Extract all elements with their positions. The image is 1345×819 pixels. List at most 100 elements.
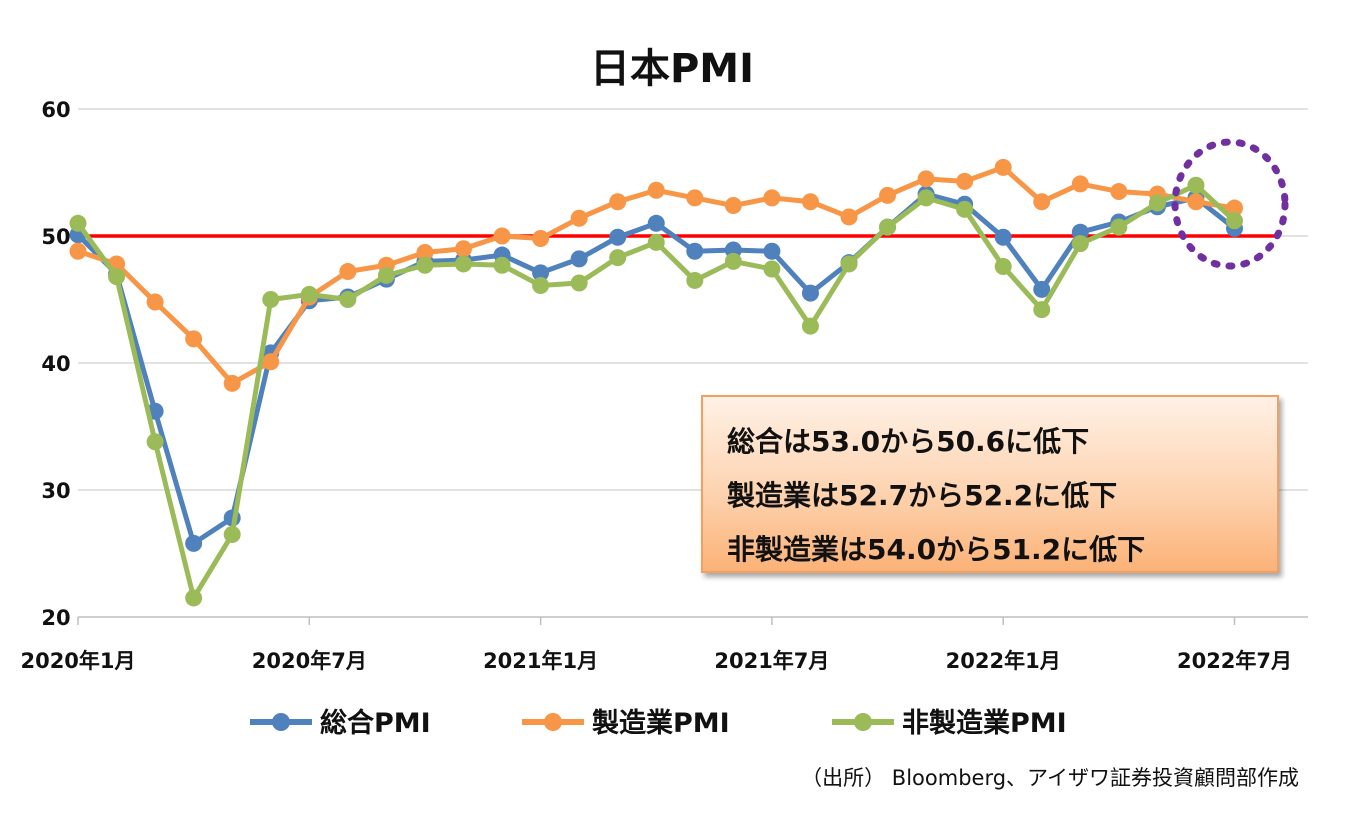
x-tick-label: 2021年1月 bbox=[483, 649, 598, 673]
highlight-circle bbox=[1171, 138, 1289, 270]
data-point bbox=[223, 374, 241, 392]
data-point bbox=[609, 193, 627, 211]
data-point bbox=[416, 244, 434, 262]
data-point bbox=[1187, 176, 1205, 194]
data-point bbox=[1148, 194, 1166, 212]
data-point bbox=[69, 214, 87, 232]
data-point bbox=[532, 264, 550, 282]
data-point bbox=[917, 189, 935, 207]
data-point bbox=[801, 193, 819, 211]
data-point bbox=[686, 242, 704, 260]
data-point bbox=[647, 181, 665, 199]
legend-swatch-marker bbox=[854, 713, 872, 731]
legend-item-manufacturing: 製造業PMI bbox=[522, 708, 730, 739]
data-point bbox=[647, 214, 665, 232]
data-point bbox=[1033, 301, 1051, 319]
data-point bbox=[185, 589, 203, 607]
data-point bbox=[146, 433, 164, 451]
data-point bbox=[801, 284, 819, 302]
data-point bbox=[840, 208, 858, 226]
data-point bbox=[570, 209, 588, 227]
y-tick-label-20: 20 bbox=[41, 606, 70, 630]
data-point bbox=[724, 197, 742, 215]
x-axis: 2020年1月 2020年7月 2021年1月 2021年7月 2022年1月 2022年… bbox=[20, 616, 1308, 673]
data-point bbox=[994, 228, 1012, 246]
data-point bbox=[532, 230, 550, 248]
data-point bbox=[917, 170, 935, 188]
data-point bbox=[686, 189, 704, 207]
data-point bbox=[377, 266, 395, 284]
data-point bbox=[1071, 235, 1089, 253]
legend-item-composite: 総合PMI bbox=[250, 707, 431, 739]
data-point bbox=[185, 534, 203, 552]
legend-label: 総合PMI bbox=[320, 707, 431, 739]
data-point bbox=[801, 317, 819, 335]
data-point bbox=[262, 291, 280, 308]
annotation-line-services: 非製造業は54.0から51.2に低下 bbox=[727, 533, 1146, 566]
data-point bbox=[647, 233, 665, 251]
data-point bbox=[339, 263, 357, 281]
data-point bbox=[570, 250, 588, 268]
annotation-line-manufacturing: 製造業は52.7から52.2に低下 bbox=[727, 479, 1118, 512]
data-point bbox=[570, 274, 588, 292]
data-point bbox=[956, 172, 974, 190]
data-point bbox=[1033, 193, 1051, 211]
data-point bbox=[146, 293, 164, 311]
data-point bbox=[994, 257, 1012, 275]
data-point bbox=[763, 242, 781, 260]
x-tick-label: 2020年1月 bbox=[20, 649, 135, 673]
y-tick-label-40: 40 bbox=[41, 352, 70, 376]
y-tick-label-30: 30 bbox=[41, 479, 70, 503]
x-tick-label: 2021年7月 bbox=[714, 649, 829, 673]
data-point bbox=[262, 353, 280, 371]
data-point bbox=[879, 186, 897, 204]
data-point bbox=[1110, 218, 1128, 236]
data-point bbox=[185, 330, 203, 348]
data-point bbox=[609, 228, 627, 246]
series-services bbox=[69, 176, 1243, 607]
data-point bbox=[223, 525, 241, 543]
legend-swatch-marker bbox=[272, 713, 290, 731]
data-point bbox=[108, 268, 126, 286]
data-point bbox=[1226, 212, 1243, 230]
x-tick-label: 2020年7月 bbox=[252, 649, 367, 673]
x-tick-label: 2022年7月 bbox=[1177, 649, 1292, 673]
data-point bbox=[879, 218, 897, 236]
series-group bbox=[69, 158, 1243, 607]
annotation-box: 総合は53.0から50.6に低下 製造業は52.7から52.2に低下 非製造業は… bbox=[701, 395, 1279, 573]
data-point bbox=[1071, 175, 1089, 193]
legend-swatch-marker bbox=[544, 713, 562, 731]
data-point bbox=[1187, 193, 1205, 211]
data-point bbox=[609, 249, 627, 267]
data-point bbox=[455, 240, 472, 258]
data-point bbox=[1226, 199, 1243, 217]
data-point bbox=[339, 291, 357, 308]
data-point bbox=[493, 256, 511, 274]
chart-title: 日本PMI bbox=[590, 46, 754, 92]
data-point bbox=[455, 255, 472, 273]
legend-label: 非製造業PMI bbox=[902, 708, 1067, 739]
data-point bbox=[493, 227, 511, 245]
legend-label: 製造業PMI bbox=[592, 708, 730, 739]
data-point bbox=[300, 285, 318, 303]
annotation-line-composite: 総合は53.0から50.6に低下 bbox=[727, 425, 1090, 458]
legend: 総合PMI 製造業PMI 非製造業PMI bbox=[250, 707, 1067, 739]
x-tick-label: 2022年1月 bbox=[946, 649, 1061, 673]
data-point bbox=[763, 189, 781, 207]
series-manufacturing bbox=[69, 158, 1243, 392]
data-point bbox=[1110, 183, 1128, 201]
data-point bbox=[763, 260, 781, 278]
data-point bbox=[956, 200, 974, 218]
data-point bbox=[994, 158, 1012, 176]
data-point bbox=[1033, 280, 1051, 298]
legend-item-services: 非製造業PMI bbox=[832, 708, 1067, 739]
y-axis-ticks: 20 30 40 50 60 bbox=[41, 98, 70, 630]
y-tick-label-60: 60 bbox=[41, 98, 70, 122]
data-point bbox=[686, 271, 704, 289]
data-point bbox=[840, 255, 858, 273]
data-point bbox=[416, 256, 434, 274]
source-note: （出所） Bloomberg、アイザワ証券投資顧問部作成 bbox=[801, 766, 1299, 790]
y-tick-label-50: 50 bbox=[41, 225, 70, 249]
highlight-ellipse bbox=[1171, 138, 1289, 270]
